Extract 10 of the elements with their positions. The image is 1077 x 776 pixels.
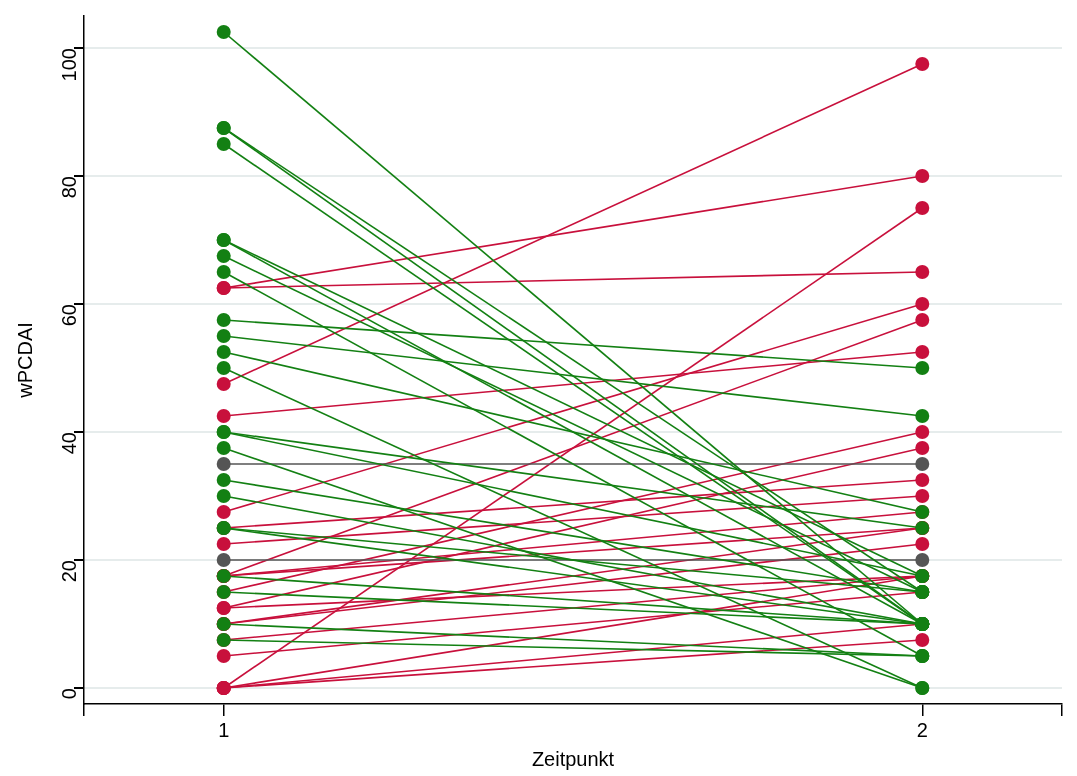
x-axis-title: Zeitpunkt bbox=[531, 747, 615, 770]
y-tick-label: 100 bbox=[57, 48, 80, 82]
y-tick-label: 20 bbox=[57, 560, 80, 583]
y-tick-label: 80 bbox=[57, 176, 80, 199]
y-tick-label: 40 bbox=[57, 432, 80, 455]
y-tick-label: 60 bbox=[57, 304, 80, 327]
y-axis-title: wPCDAI bbox=[13, 322, 36, 399]
y-tick-label: 0 bbox=[57, 688, 80, 700]
x-tick-label: 2 bbox=[916, 718, 928, 741]
x-tick-label: 1 bbox=[218, 718, 230, 741]
